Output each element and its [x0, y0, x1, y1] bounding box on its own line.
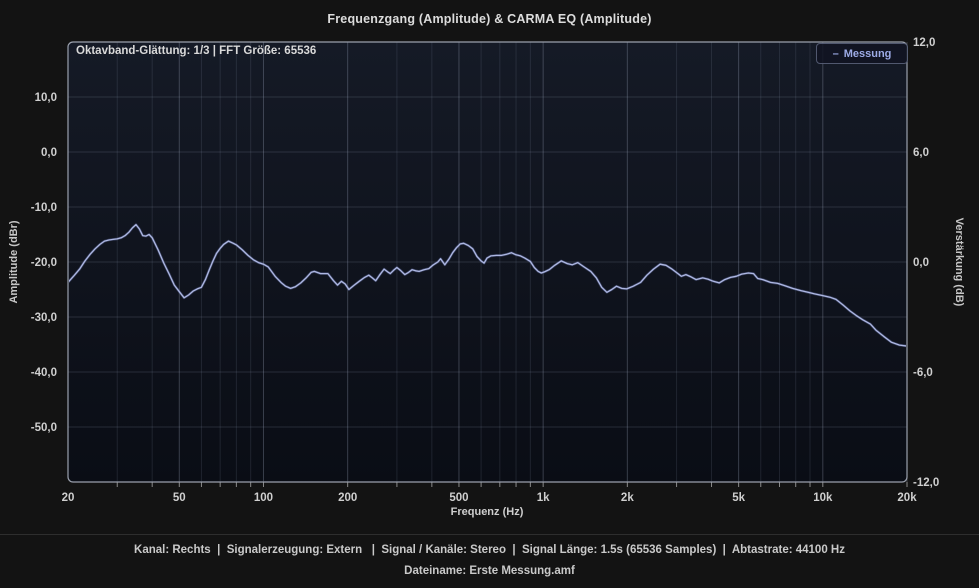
x-axis-title: Frequenz (Hz) — [450, 506, 524, 518]
y-tick-label-left: -10,0 — [31, 202, 57, 214]
legend-line-swatch: – — [832, 47, 839, 60]
status-line-measurement-settings: Kanal: Rechts | Signalerzeugung: Extern … — [134, 544, 845, 556]
x-tick-label: 100 — [254, 492, 273, 504]
smoothing-fft-info-label: Oktavband-Glättung: 1/3 | FFT Größe: 655… — [76, 45, 317, 57]
x-tick-label: 5k — [732, 492, 745, 504]
measurement-curve — [69, 223, 906, 347]
plot-border — [67, 41, 908, 483]
y-axis-title-right: Verstärkung (dB) — [953, 217, 965, 307]
legend-label: Messung — [843, 47, 892, 60]
status-bar-divider — [0, 534, 979, 535]
status-line-filename: Dateiname: Erste Messung.amf — [404, 565, 575, 577]
x-tick-label: 10k — [813, 492, 833, 504]
y-tick-label-right: 6,0 — [913, 147, 929, 159]
x-tick-label: 2k — [621, 492, 634, 504]
y-tick-label-left: 10,0 — [35, 92, 57, 104]
y-tick-label-left: -40,0 — [31, 367, 57, 379]
y-tick-label-left: -20,0 — [31, 257, 57, 269]
y-tick-label-right: -6,0 — [913, 367, 933, 379]
x-tick-label: 1k — [537, 492, 550, 504]
y-tick-label-left: 0,0 — [41, 147, 57, 159]
chart-title: Frequenzgang (Amplitude) & CARMA EQ (Amp… — [327, 12, 652, 26]
y-axis-title-left: Amplitude (dBr) — [8, 220, 20, 304]
x-tick-label: 200 — [338, 492, 357, 504]
plot-background — [68, 42, 907, 482]
y-tick-label-right: 12,0 — [913, 37, 935, 49]
x-tick-label: 20k — [897, 492, 917, 504]
y-tick-label-left: -50,0 — [31, 422, 57, 434]
y-tick-label-right: 0,0 — [913, 257, 929, 269]
x-tick-label: 50 — [173, 492, 186, 504]
x-tick-label: 500 — [449, 492, 468, 504]
y-tick-label-right: -12,0 — [913, 477, 939, 489]
y-tick-label-left: -30,0 — [31, 312, 57, 324]
legend: – Messung — [816, 43, 908, 64]
x-tick-label: 20 — [62, 492, 75, 504]
